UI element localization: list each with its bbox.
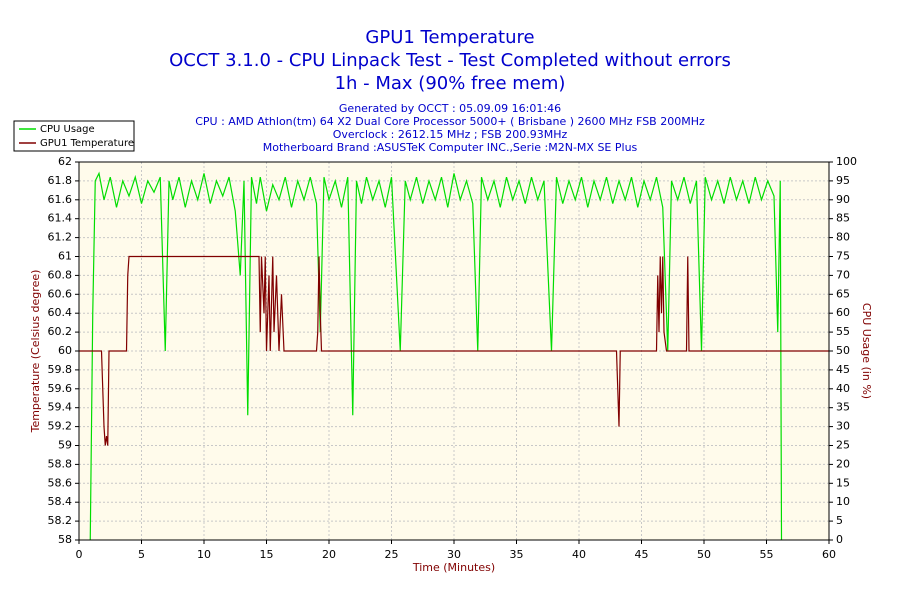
plot-border	[78, 161, 830, 541]
x-tick-label: 0	[76, 548, 83, 561]
info-line: Motherboard Brand :ASUSTeK Computer INC.…	[263, 141, 638, 154]
info-line: Overclock : 2612.15 MHz ; FSB 200.93MHz	[333, 128, 568, 141]
y2-tick-label: 55	[836, 325, 850, 338]
y2-tick-label: 20	[836, 457, 850, 470]
x-tick-label: 25	[385, 548, 399, 561]
chart-title: GPU1 Temperature	[365, 27, 534, 48]
x-tick-label: 5	[138, 548, 145, 561]
x-tick-label: 60	[822, 548, 836, 561]
y2-tick-label: 30	[836, 420, 850, 433]
y2-axis-label: CPU Usage (in %)	[860, 303, 873, 399]
x-tick-label: 20	[322, 548, 336, 561]
x-axis-label: Time (Minutes)	[412, 561, 495, 574]
y-tick-label: 59.8	[48, 363, 73, 376]
y2-tick-label: 50	[836, 344, 850, 357]
x-tick-label: 30	[447, 548, 461, 561]
info-line: CPU : AMD Athlon(tm) 64 X2 Dual Core Pro…	[195, 115, 705, 128]
y-tick-label: 58.2	[48, 514, 73, 527]
chart-subtitle: OCCT 3.1.0 - CPU Linpack Test - Test Com…	[169, 50, 731, 71]
y2-tick-label: 5	[836, 514, 843, 527]
y2-tick-label: 70	[836, 268, 850, 281]
y-tick-label: 60.4	[48, 306, 73, 319]
x-tick-label: 50	[697, 548, 711, 561]
x-tick-label: 40	[572, 548, 586, 561]
y-tick-label: 59.4	[48, 401, 73, 414]
series-line	[79, 255, 829, 446]
chart-subtitle: 1h - Max (90% free mem)	[335, 73, 566, 94]
y2-tick-label: 60	[836, 306, 850, 319]
y-tick-label: 60.8	[48, 268, 73, 281]
x-tick-label: 35	[510, 548, 524, 561]
y-tick-label: 61.6	[48, 193, 73, 206]
legend-label: GPU1 Temperature	[40, 138, 134, 149]
info-line: Generated by OCCT : 05.09.09 16:01:46	[339, 102, 561, 115]
y2-tick-label: 80	[836, 231, 850, 244]
y2-tick-label: 90	[836, 193, 850, 206]
y-tick-label: 61.8	[48, 174, 73, 187]
y2-tick-label: 25	[836, 439, 850, 452]
x-tick-label: 15	[260, 548, 274, 561]
legend: CPU Usage GPU1 Temperature	[13, 120, 135, 152]
y2-tick-label: 15	[836, 476, 850, 489]
series-line	[89, 171, 783, 541]
y2-tick-label: 0	[836, 533, 843, 546]
x-tick-label: 45	[635, 548, 649, 561]
lines	[79, 171, 829, 541]
y2-tick-label: 95	[836, 174, 850, 187]
y-tick-label: 61.2	[48, 231, 73, 244]
y2-tick-label: 35	[836, 401, 850, 414]
y2-tick-label: 40	[836, 382, 850, 395]
y-axis-label: Temperature (Celsius degree)	[29, 270, 42, 434]
y-tick-label: 58.4	[48, 495, 73, 508]
y-tick-label: 60.6	[48, 287, 73, 300]
x-tick-label: 10	[197, 548, 211, 561]
y-tick-label: 59	[58, 439, 72, 452]
y2-tick-label: 10	[836, 495, 850, 508]
y-tick-label: 58	[58, 533, 72, 546]
y2-tick-label: 65	[836, 287, 850, 300]
y-tick-label: 61	[58, 250, 72, 263]
y2-tick-label: 85	[836, 212, 850, 225]
y-tick-label: 58.8	[48, 457, 73, 470]
y-tick-label: 61.4	[48, 212, 73, 225]
legend-label: CPU Usage	[40, 124, 95, 135]
y2-tick-label: 75	[836, 250, 850, 263]
y2-tick-label: 100	[836, 155, 857, 168]
y2-tick-label: 45	[836, 363, 850, 376]
y-tick-label: 60	[58, 344, 72, 357]
legend-box	[13, 120, 135, 152]
y-tick-label: 60.2	[48, 325, 73, 338]
y-tick-label: 59.2	[48, 420, 73, 433]
y-tick-label: 62	[58, 155, 72, 168]
y-tick-label: 58.6	[48, 476, 73, 489]
x-tick-label: 55	[760, 548, 774, 561]
y-tick-label: 59.6	[48, 382, 73, 395]
